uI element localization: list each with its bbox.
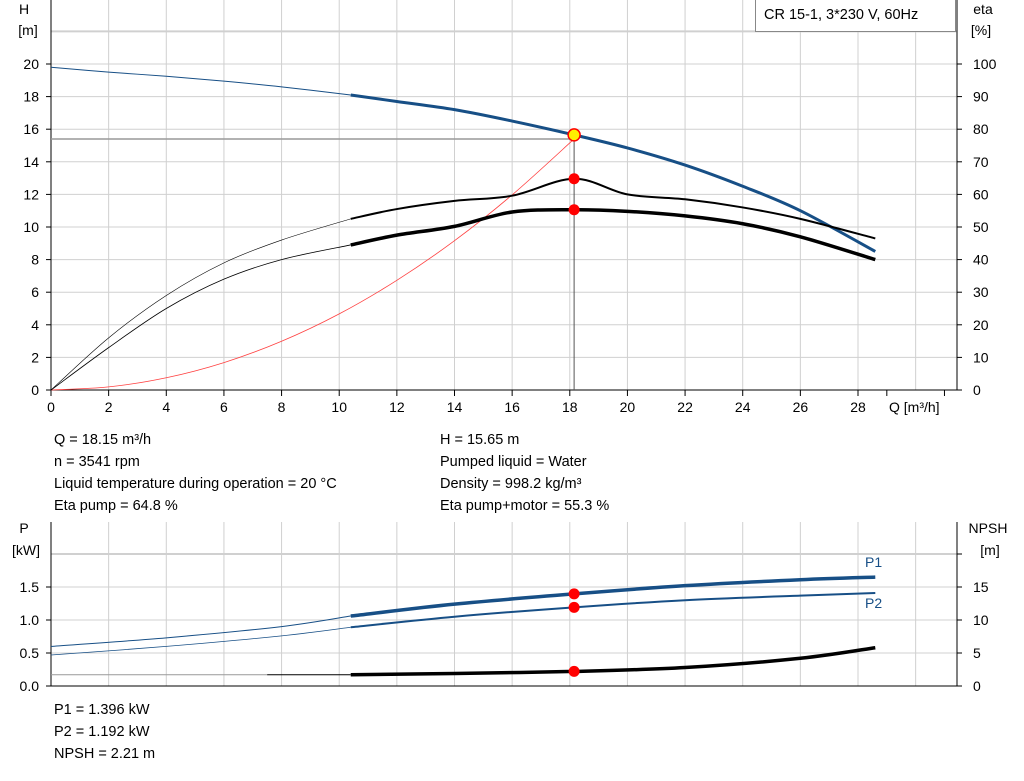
x-tick-label: 18 bbox=[562, 399, 578, 415]
y-tick-label: 0.0 bbox=[20, 678, 40, 694]
y-tick-label: 18 bbox=[23, 89, 39, 105]
y-tick-label: 14 bbox=[23, 154, 39, 170]
x-tick-label: 2 bbox=[105, 399, 113, 415]
y-tick-label: 0.5 bbox=[20, 645, 40, 661]
y2-tick-label: 0 bbox=[973, 382, 981, 398]
pump-title: CR 15-1, 3*230 V, 60Hz bbox=[755, 0, 956, 32]
y-tick-label: 0 bbox=[31, 382, 39, 398]
y-tick-label: 1.5 bbox=[20, 579, 40, 595]
system-curve bbox=[50, 138, 575, 391]
info-eta-total: Eta pump+motor = 55.3 % bbox=[440, 498, 610, 514]
y2-axis-unit: [m] bbox=[980, 542, 999, 558]
y2-tick-label: 20 bbox=[973, 317, 989, 333]
y2-axis-label: eta bbox=[973, 1, 993, 17]
eta-total-curve-thin bbox=[50, 244, 351, 391]
eta-total-marker bbox=[568, 204, 580, 216]
info-liquid: Pumped liquid = Water bbox=[440, 454, 587, 470]
y2-tick-label: 0 bbox=[973, 678, 981, 694]
p2-label: P2 bbox=[865, 595, 882, 611]
x-tick-label: 28 bbox=[850, 399, 866, 415]
y-tick-label: 12 bbox=[23, 186, 39, 202]
y2-tick-label: 80 bbox=[973, 121, 989, 137]
y-tick-label: 10 bbox=[23, 219, 39, 235]
info-speed: n = 3541 rpm bbox=[54, 454, 140, 470]
x-tick-label: 8 bbox=[278, 399, 286, 415]
y-axis-unit: [m] bbox=[18, 22, 37, 38]
y2-axis-label: NPSH bbox=[969, 520, 1008, 536]
npsh-marker bbox=[568, 665, 580, 677]
x-tick-label: 14 bbox=[447, 399, 463, 415]
y2-axis-unit: [%] bbox=[971, 22, 991, 38]
p2-marker bbox=[568, 601, 580, 613]
p2-curve-thick bbox=[350, 591, 876, 629]
y2-tick-label: 10 bbox=[973, 612, 989, 628]
eta-pump-curve-thin bbox=[50, 218, 351, 391]
p2-curve-thin bbox=[50, 626, 351, 656]
y2-tick-label: 70 bbox=[973, 154, 989, 170]
x-tick-label: 20 bbox=[620, 399, 636, 415]
x-tick-label: 4 bbox=[162, 399, 170, 415]
x-tick-label: 16 bbox=[504, 399, 520, 415]
y2-tick-label: 60 bbox=[973, 186, 989, 202]
x-tick-label: 0 bbox=[47, 399, 55, 415]
y-tick-label: 1.0 bbox=[20, 612, 40, 628]
y-tick-label: 8 bbox=[31, 252, 39, 268]
info-top-right: H = 15.65 m Pumped liquid = Water Densit… bbox=[440, 429, 609, 517]
y2-tick-label: 30 bbox=[973, 284, 989, 300]
y2-tick-label: 50 bbox=[973, 219, 989, 235]
y2-tick-label: 40 bbox=[973, 252, 989, 268]
x-tick-label: 24 bbox=[735, 399, 751, 415]
p1-curve-thin bbox=[50, 615, 351, 647]
info-head: H = 15.65 m bbox=[440, 432, 520, 448]
info-bottom: P1 = 1.396 kW P2 = 1.192 kW NPSH = 2.21 … bbox=[54, 699, 155, 765]
y-tick-label: 2 bbox=[31, 349, 39, 365]
x-tick-label: 26 bbox=[793, 399, 809, 415]
p1-curve-thick bbox=[350, 575, 876, 618]
y-axis-label: H bbox=[19, 1, 29, 17]
eta-pump-curve-thick bbox=[350, 177, 876, 240]
p1-marker bbox=[568, 588, 580, 600]
x-tick-label: 6 bbox=[220, 399, 228, 415]
y2-tick-label: 90 bbox=[973, 89, 989, 105]
y-tick-label: 20 bbox=[23, 56, 39, 72]
y-axis-unit: [kW] bbox=[12, 542, 40, 558]
info-p1: P1 = 1.396 kW bbox=[54, 702, 150, 718]
y-tick-label: 6 bbox=[31, 284, 39, 300]
y-axis-label: P bbox=[19, 520, 28, 536]
info-top-left: Q = 18.15 m³/h n = 3541 rpm Liquid tempe… bbox=[54, 429, 337, 517]
y-tick-label: 4 bbox=[31, 317, 39, 333]
y-tick-label: 16 bbox=[23, 121, 39, 137]
info-eta-pump: Eta pump = 64.8 % bbox=[54, 498, 178, 514]
eta-pump-marker bbox=[568, 173, 580, 185]
x-tick-label: 12 bbox=[389, 399, 405, 415]
y2-tick-label: 100 bbox=[973, 56, 997, 72]
info-temperature: Liquid temperature during operation = 20… bbox=[54, 476, 337, 492]
head-curve-thick bbox=[350, 93, 877, 253]
info-density: Density = 998.2 kg/m³ bbox=[440, 476, 582, 492]
eta-total-curve-thick bbox=[350, 207, 876, 262]
y2-tick-label: 15 bbox=[973, 579, 989, 595]
x-tick-label: 10 bbox=[331, 399, 347, 415]
x-axis-label: Q [m³/h] bbox=[889, 399, 940, 415]
npsh-curve-thick bbox=[350, 645, 876, 677]
info-flow: Q = 18.15 m³/h bbox=[54, 432, 152, 448]
info-npsh: NPSH = 2.21 m bbox=[54, 746, 156, 762]
info-p2: P2 = 1.192 kW bbox=[54, 724, 150, 740]
head-curve-thin bbox=[50, 66, 351, 96]
duty-point-marker bbox=[567, 128, 581, 142]
y2-tick-label: 10 bbox=[973, 349, 989, 365]
y2-tick-label: 5 bbox=[973, 645, 981, 661]
p1-label: P1 bbox=[865, 554, 882, 570]
x-tick-label: 22 bbox=[677, 399, 693, 415]
